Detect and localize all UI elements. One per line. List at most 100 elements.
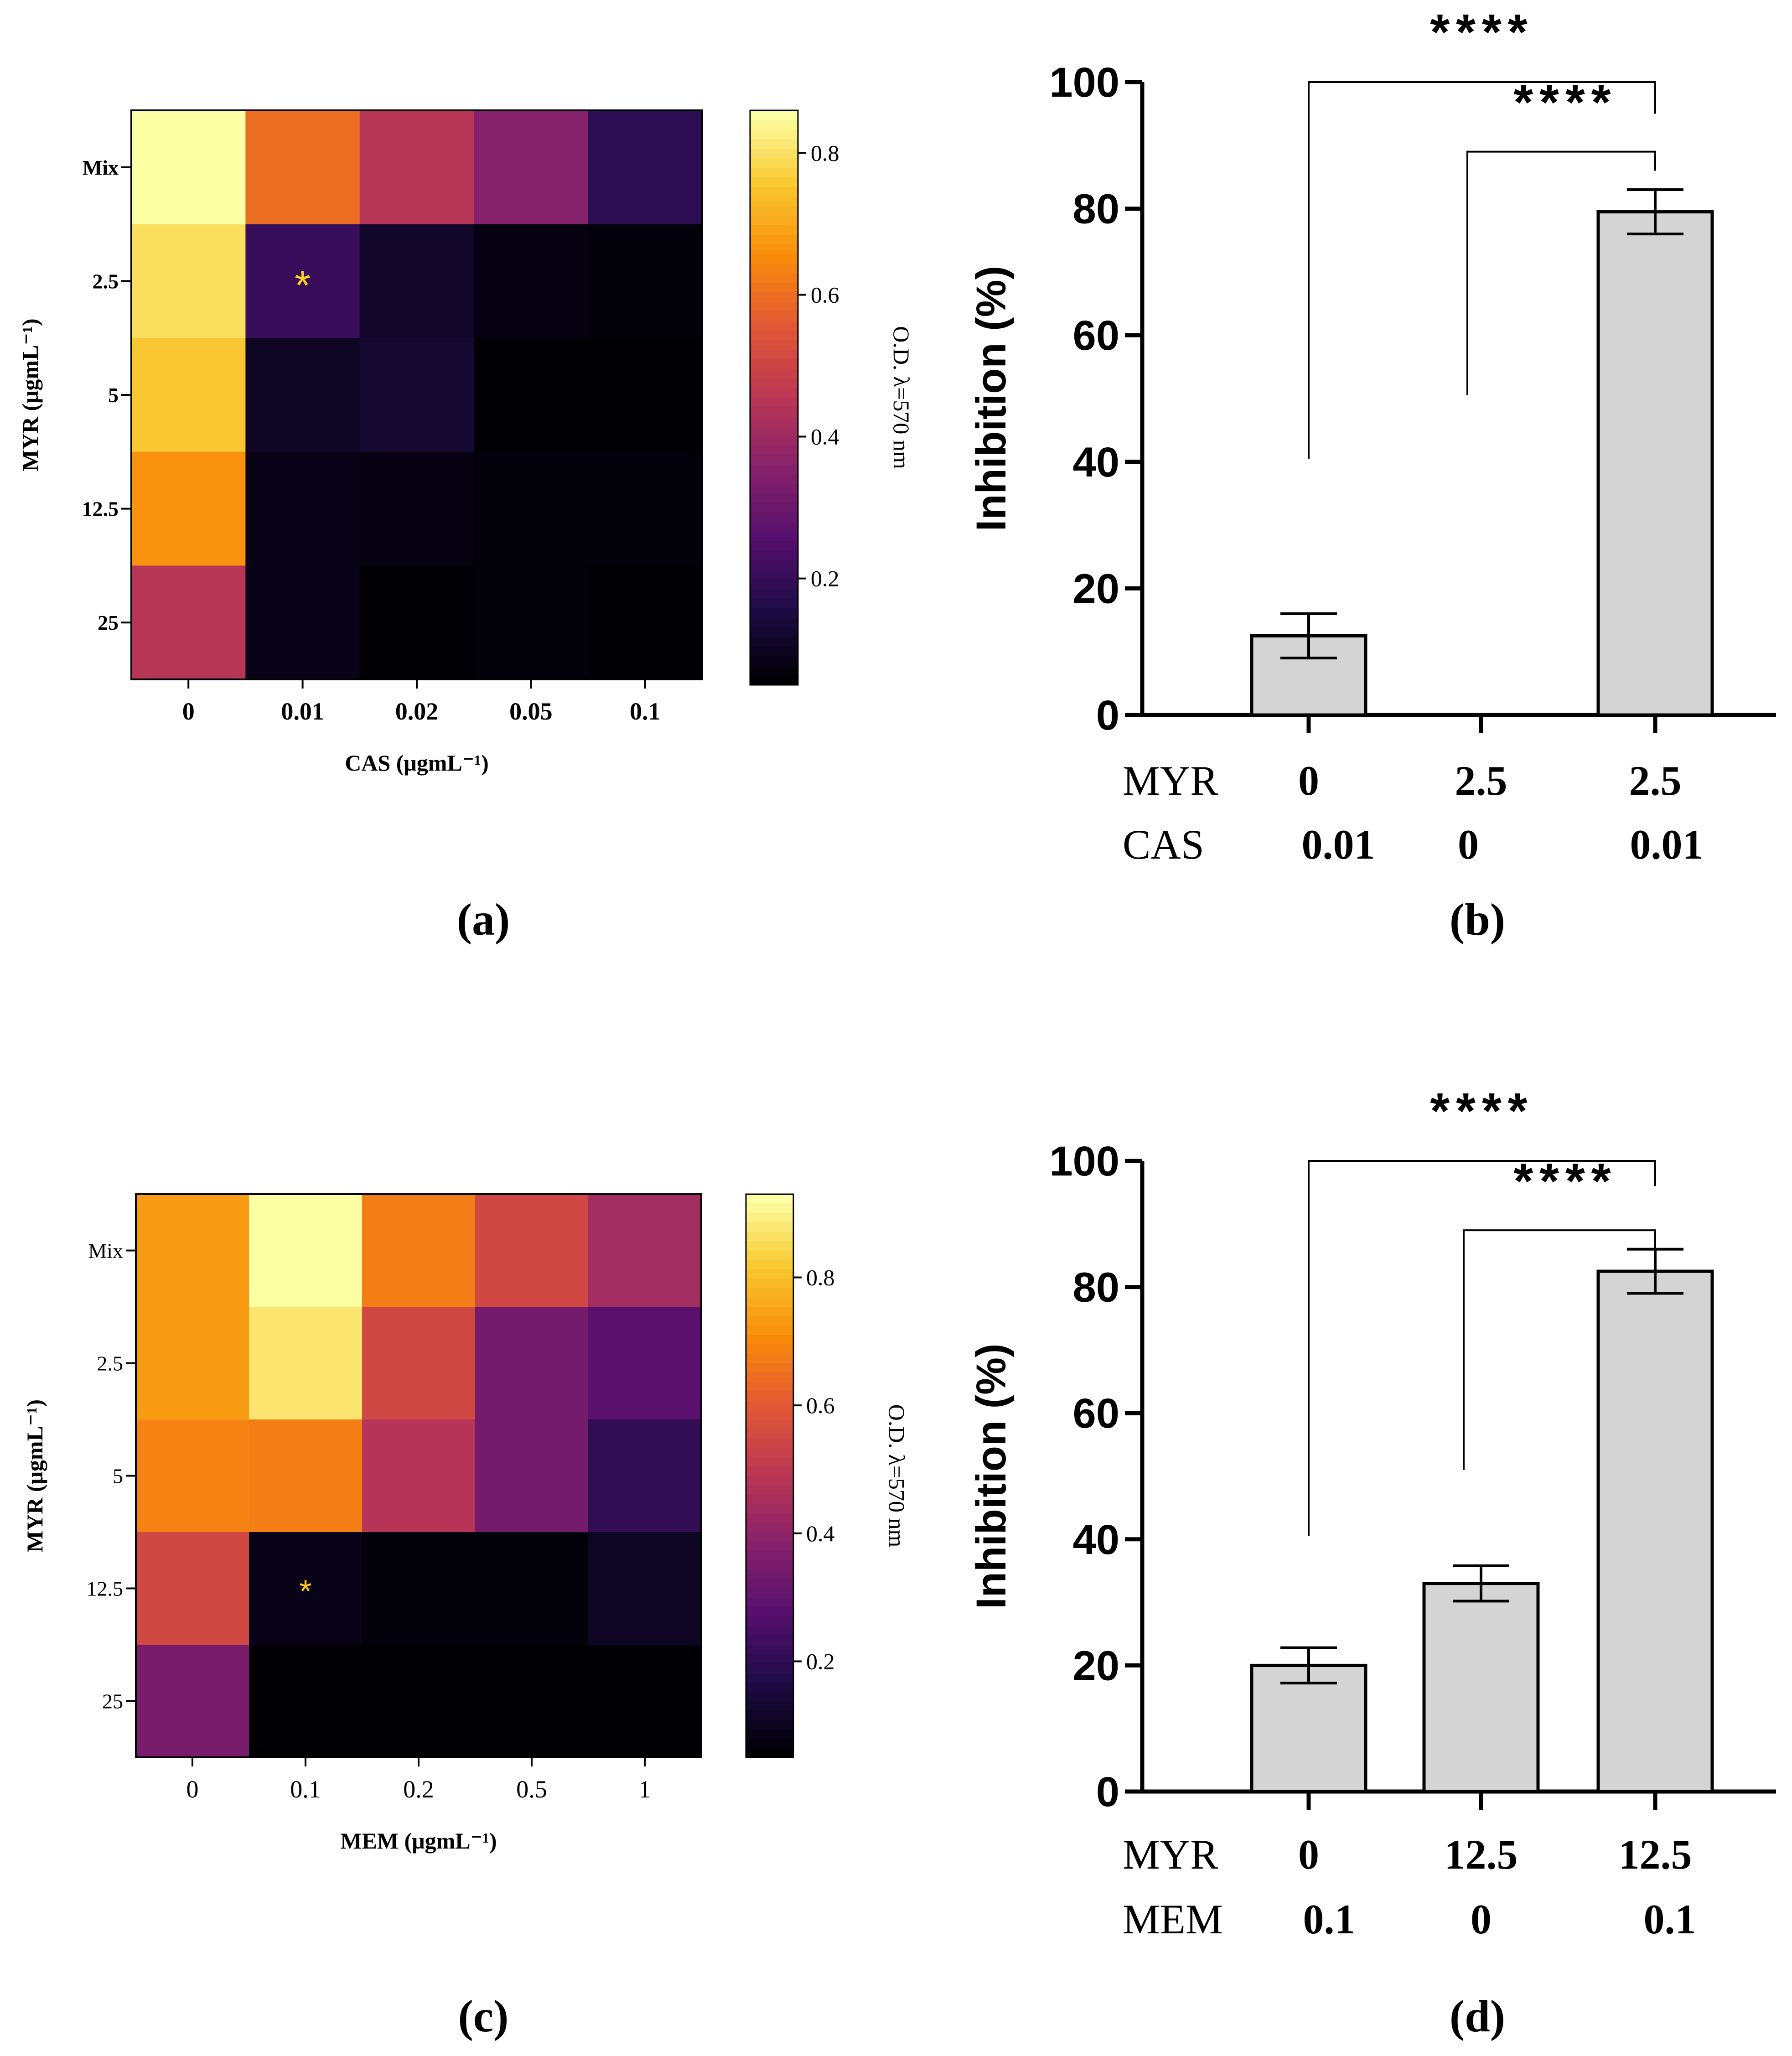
heatmap-a-colorbar-label: O.D. λ=570 nm xyxy=(889,326,914,469)
bars-d-significance-label: **** xyxy=(1430,1083,1533,1139)
heatmap-a-colorbar-segment xyxy=(750,340,798,350)
heatmap-c-cell xyxy=(249,1419,363,1533)
heatmap-a-colorbar-segment xyxy=(750,158,798,168)
heatmap-c-colorbar-segment xyxy=(746,1541,793,1552)
heatmap-c-cell xyxy=(249,1532,363,1645)
bars-d-category-label: 12.5 xyxy=(1619,1831,1692,1878)
bars-b-y-tick-label: 60 xyxy=(1073,312,1119,359)
heatmap-c-colorbar-segment xyxy=(746,1382,793,1392)
heatmap-c-colorbar-segment xyxy=(746,1372,793,1383)
heatmap-a-cell xyxy=(588,451,703,566)
bars-b-significance-bracket xyxy=(1308,81,1656,459)
panel-label-a: (a) xyxy=(457,894,510,945)
panel-label-c: (c) xyxy=(458,1991,509,2041)
heatmap-c-colorbar-segment xyxy=(746,1626,793,1636)
heatmap-a-colorbar-segment xyxy=(750,369,798,379)
heatmap-a-colorbar-tick-label: 0.4 xyxy=(811,424,839,450)
heatmap-a-colorbar-segment xyxy=(750,283,798,293)
heatmap-c-cell xyxy=(362,1645,476,1758)
heatmap-a-colorbar-segment xyxy=(750,436,798,446)
heatmap-a-colorbar-segment xyxy=(750,522,798,532)
heatmap-a-cell xyxy=(359,110,474,225)
heatmap-c-x-tick-label: 0.5 xyxy=(516,1776,547,1803)
heatmap-c-x-tick-label: 0 xyxy=(186,1776,199,1803)
heatmap-a-colorbar-segment xyxy=(750,551,798,561)
bars-b-y-tick-label: 0 xyxy=(1096,692,1119,739)
heatmap-a-colorbar-segment xyxy=(750,608,798,618)
panel-label-d: (d) xyxy=(1450,1991,1505,2041)
heatmap-c-cell xyxy=(475,1419,589,1533)
heatmap-a-colorbar-segment xyxy=(750,110,798,120)
heatmap-a-colorbar-segment xyxy=(750,321,798,331)
heatmap-c-cell xyxy=(249,1645,363,1758)
heatmap-a-cell xyxy=(131,110,246,225)
heatmap-a-colorbar-segment xyxy=(750,503,798,513)
bars-d-y-axis-label: Inhibition (%) xyxy=(968,1343,1015,1609)
heatmap-a-cell xyxy=(245,224,360,338)
heatmap-a-colorbar-segment xyxy=(750,216,798,226)
heatmap-a-colorbar-segment xyxy=(750,532,798,542)
bars-d-significance-label: **** xyxy=(1513,1153,1617,1209)
bars-b-row-label: CAS xyxy=(1123,821,1204,868)
heatmap-a-colorbar-segment xyxy=(750,187,798,197)
bars-d-y-tick-label: 80 xyxy=(1073,1264,1119,1311)
heatmap-a-cell xyxy=(474,451,589,566)
heatmap-c-colorbar-segment xyxy=(746,1391,793,1401)
heatmap-c-y-tick-label: Mix xyxy=(88,1239,123,1263)
heatmap-a-y-tick-label: 5 xyxy=(108,383,119,407)
heatmap-c-cell xyxy=(588,1532,702,1645)
heatmap-c-colorbar-segment xyxy=(746,1316,793,1326)
heatmap-a-cell xyxy=(359,224,474,338)
heatmap-a-colorbar-segment xyxy=(750,647,798,657)
heatmap-c-x-tick-label: 0.2 xyxy=(403,1776,434,1803)
heatmap-a-y-tick-label: 2.5 xyxy=(93,269,119,293)
heatmap-a-y-axis-label: MYR (μgmL⁻¹) xyxy=(17,319,43,471)
heatmap-c-colorbar-segment xyxy=(746,1673,793,1683)
bars-b-category-label: 0 xyxy=(1298,757,1319,804)
heatmap-a-colorbar-segment xyxy=(750,589,798,599)
bars-d-category-label: 0.1 xyxy=(1644,1896,1696,1942)
heatmap-a-cell xyxy=(131,338,246,452)
heatmap-c-colorbar-segment xyxy=(746,1560,793,1570)
heatmap-a-x-axis-label: CAS (μgmL⁻¹) xyxy=(345,750,489,776)
heatmap-c-colorbar-segment xyxy=(746,1551,793,1561)
heatmap-a-cell xyxy=(245,451,360,566)
heatmap-a-colorbar-segment xyxy=(750,197,798,207)
heatmap-c-y-tick-label: 5 xyxy=(113,1465,123,1488)
heatmap-a-colorbar-segment xyxy=(750,120,798,130)
heatmap-a-cell xyxy=(245,565,360,680)
heatmap-c-colorbar-segment xyxy=(746,1353,793,1364)
heatmap-c-colorbar-segment xyxy=(746,1532,793,1542)
heatmap-c-y-tick-label: 2.5 xyxy=(97,1352,124,1375)
heatmap-c-cell xyxy=(588,1419,702,1533)
heatmap-a-colorbar-segment xyxy=(750,560,798,570)
bars-b-y-tick-label: 20 xyxy=(1073,565,1119,612)
heatmap-a-colorbar-segment xyxy=(750,455,798,465)
heatmap-c-colorbar-segment xyxy=(746,1616,793,1626)
bar-panel-b: 0 20 40 60 80 100 Inhibition (%) 0 0.01 2.5 0 2.5 0.… xyxy=(968,4,1776,868)
bars-d-y-tick-label: 0 xyxy=(1096,1769,1119,1815)
heatmap-a-colorbar-segment xyxy=(750,177,798,187)
heatmap-c-colorbar-segment xyxy=(746,1447,793,1458)
heatmap-a-colorbar-segment xyxy=(750,244,798,254)
bars-d-y-tick-label: 20 xyxy=(1073,1642,1119,1689)
bars-b-y-tick-label: 80 xyxy=(1073,186,1119,233)
heatmap-a-colorbar-segment xyxy=(750,378,798,388)
heatmap-a-colorbar-tick-label: 0.2 xyxy=(811,566,839,591)
heatmap-c-colorbar-tick-label: 0.8 xyxy=(806,1264,835,1290)
heatmap-a-colorbar-segment xyxy=(750,580,798,590)
heatmap-c-colorbar-segment xyxy=(746,1476,793,1486)
heatmap-a-cell xyxy=(359,565,474,680)
heatmap-a-cell xyxy=(245,338,360,452)
heatmap-a-colorbar-segment xyxy=(750,541,798,551)
heatmap-c-cell xyxy=(136,1645,249,1758)
heatmap-c-colorbar-segment xyxy=(746,1410,793,1420)
heatmap-c-colorbar-segment xyxy=(746,1344,793,1354)
heatmap-a-x-tick-label: 0.1 xyxy=(630,698,661,725)
heatmap-c-colorbar-label: O.D. λ=570 nm xyxy=(884,1404,910,1548)
heatmap-c-colorbar-segment xyxy=(746,1710,793,1720)
bar-panel-d: 0 20 40 60 80 100 Inhibition (%) 0 0.1 12.5 0 12.5 0… xyxy=(968,1083,1776,1942)
heatmap-c-colorbar-segment xyxy=(746,1579,793,1589)
heatmap-c-x-tick-label: 0.1 xyxy=(290,1776,321,1803)
heatmap-c-cell xyxy=(475,1307,589,1420)
